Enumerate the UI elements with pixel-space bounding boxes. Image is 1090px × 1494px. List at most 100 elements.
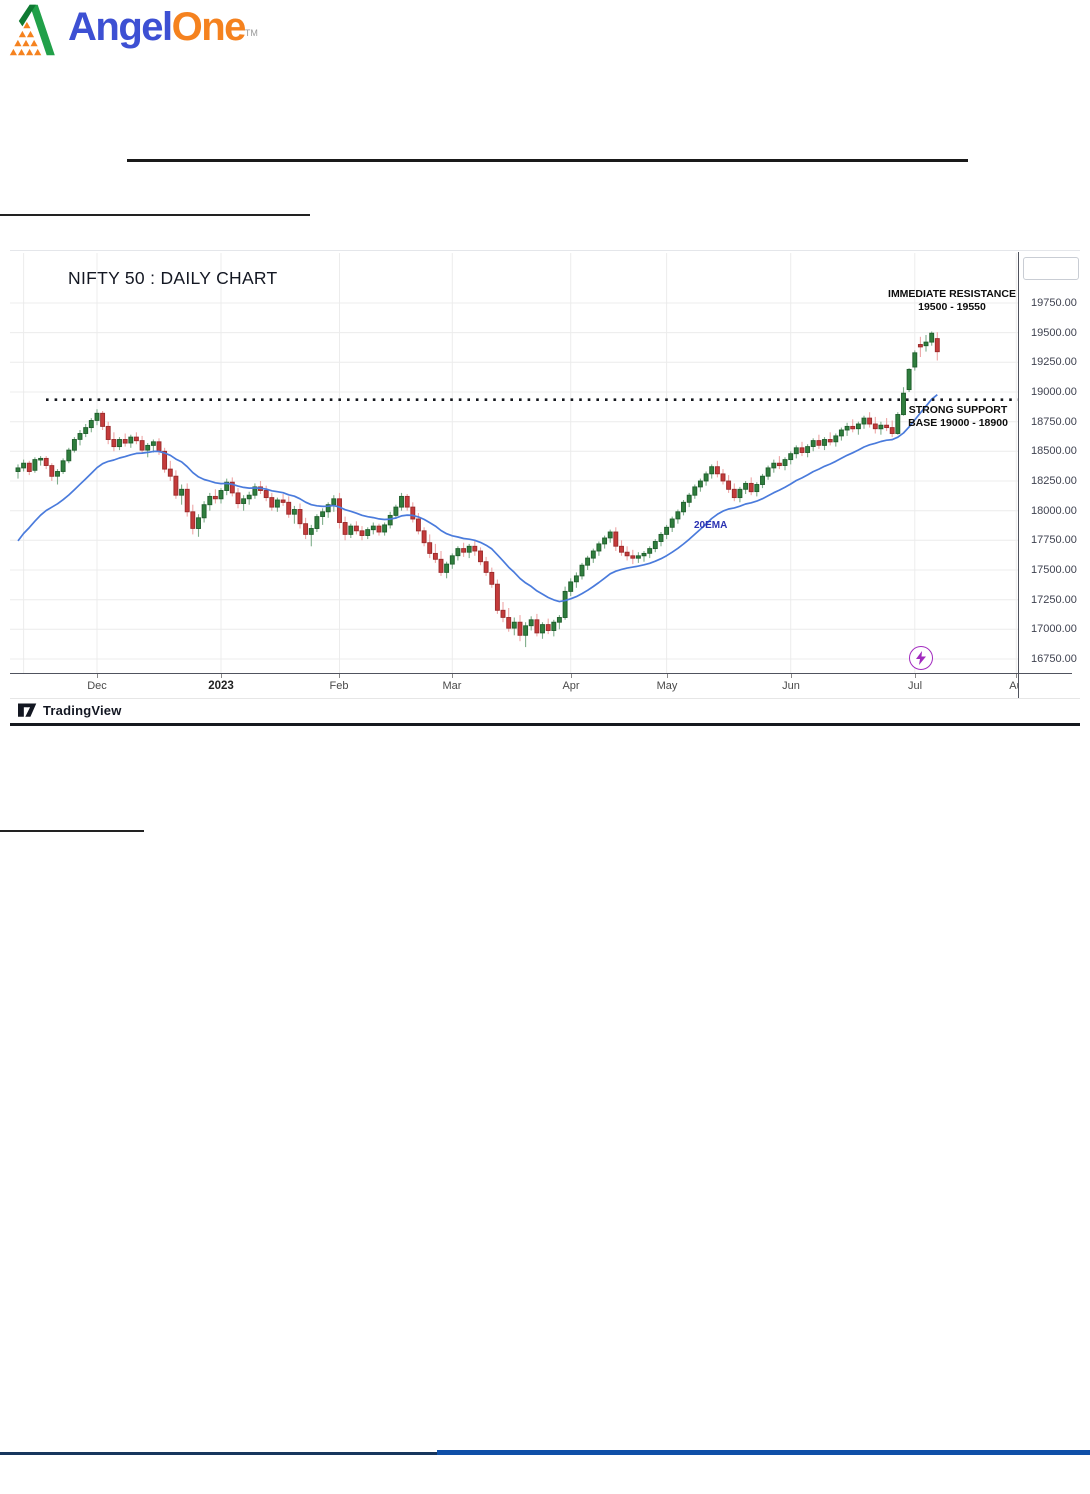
candle-body (128, 436, 134, 444)
candle-body (517, 621, 523, 636)
candle-body (596, 543, 602, 552)
candle-body (212, 495, 218, 500)
candle-body (269, 497, 275, 508)
candle-body (55, 471, 60, 477)
candle-body (630, 555, 636, 559)
candle-body (43, 457, 49, 466)
candle-body (404, 495, 410, 508)
candle-body (196, 517, 201, 529)
time-tick (452, 674, 453, 678)
price-scale-box (1023, 257, 1079, 280)
candle-body (568, 581, 574, 592)
candle-body (370, 525, 376, 531)
candle-body (579, 564, 585, 577)
candle-body (500, 609, 506, 618)
candle-body (207, 495, 213, 506)
candle-body (26, 462, 32, 472)
candle-body (917, 344, 923, 348)
candle-body (472, 545, 478, 552)
price-tick-label: 18500.00 (1031, 445, 1077, 457)
resistance-annotation: IMMEDIATE RESISTANCE 19500 - 19550 (888, 288, 1016, 313)
candle-body (66, 449, 72, 462)
time-tick (97, 674, 98, 678)
candle-body (286, 501, 292, 515)
candle-body (861, 417, 867, 425)
time-tick-label: Feb (329, 680, 349, 692)
angel-one-logo: Angel One TM (8, 2, 258, 58)
candle-body (111, 439, 117, 448)
footer-rule-right (437, 1450, 1090, 1455)
time-tick-label: Apr (562, 680, 580, 692)
candle-body (585, 557, 591, 566)
candle-body (822, 439, 827, 446)
candle-body (782, 459, 788, 466)
support-annotation: STRONG SUPPORT BASE 19000 - 18900 (908, 404, 1008, 429)
candle-body (556, 617, 562, 623)
candle-body (444, 563, 450, 573)
resistance-annotation-line1: IMMEDIATE RESISTANCE (888, 288, 1016, 300)
candle-body (218, 490, 224, 500)
candle-body (449, 555, 455, 565)
candle-body (461, 548, 467, 553)
candle-body (297, 509, 303, 525)
time-tick (915, 674, 916, 678)
candle-body (506, 617, 512, 629)
candle-body (60, 460, 66, 472)
lightning-bolt-icon (916, 651, 926, 665)
candle-body (590, 550, 596, 559)
heading-underline (127, 159, 968, 162)
candle-body (827, 439, 833, 443)
candle-body (833, 435, 839, 443)
time-tick-label: May (656, 680, 678, 692)
ema-line (17, 394, 938, 603)
time-tick (791, 674, 792, 678)
candle-body (320, 511, 326, 517)
candle-body (303, 523, 309, 535)
time-tick (339, 674, 340, 678)
candle-body (641, 552, 647, 557)
tradingview-attribution[interactable]: TradingView (18, 703, 122, 718)
chart-plot-canvas[interactable] (10, 251, 1018, 673)
candle-body (613, 531, 619, 547)
time-axis-border (10, 673, 1072, 674)
price-axis[interactable]: 19750.00 19500.00 19250.00 19000.00 18750.00… (1019, 251, 1080, 698)
candle-body (21, 462, 27, 469)
candle-body (133, 436, 139, 442)
candle-body (263, 490, 269, 499)
angel-one-logo-icon (9, 4, 55, 56)
candle-body (478, 550, 483, 563)
time-axis[interactable]: Dec 2023 Feb Mar Apr May Jun Jul Au (10, 674, 1018, 698)
price-tick-label: 16750.00 (1031, 653, 1077, 665)
candle-body (838, 429, 844, 437)
candle-body (399, 495, 404, 508)
candle-body (731, 488, 737, 499)
candle-body (765, 467, 771, 477)
candle-body (325, 504, 331, 513)
candle-body (619, 545, 624, 553)
candle-body (528, 619, 534, 627)
candle-body (810, 440, 816, 447)
price-tick-label: 17000.00 (1031, 623, 1077, 635)
candle-body (105, 425, 111, 440)
brand-one: One (171, 5, 247, 49)
candle-body (895, 414, 901, 434)
price-tick-label: 19500.00 (1031, 327, 1077, 339)
time-tick (1016, 674, 1017, 678)
candle-body (291, 509, 297, 515)
candle-body (709, 466, 715, 475)
candle-body (235, 492, 241, 505)
flash-icon[interactable] (909, 646, 933, 670)
candle-body (551, 621, 557, 631)
ema-label: 20EMA (694, 520, 728, 531)
grid-lines (10, 253, 1018, 673)
support-annotation-line1: STRONG SUPPORT (908, 404, 1008, 416)
brand-tm: TM (244, 28, 258, 38)
candle-body (494, 583, 500, 611)
time-tick-label: Jun (782, 680, 800, 692)
candle-body (652, 541, 658, 550)
candle-body (771, 462, 777, 469)
candle-body (382, 524, 388, 533)
candle-body (359, 530, 365, 536)
candle-body (280, 499, 286, 503)
tradingview-label: TradingView (43, 703, 122, 718)
